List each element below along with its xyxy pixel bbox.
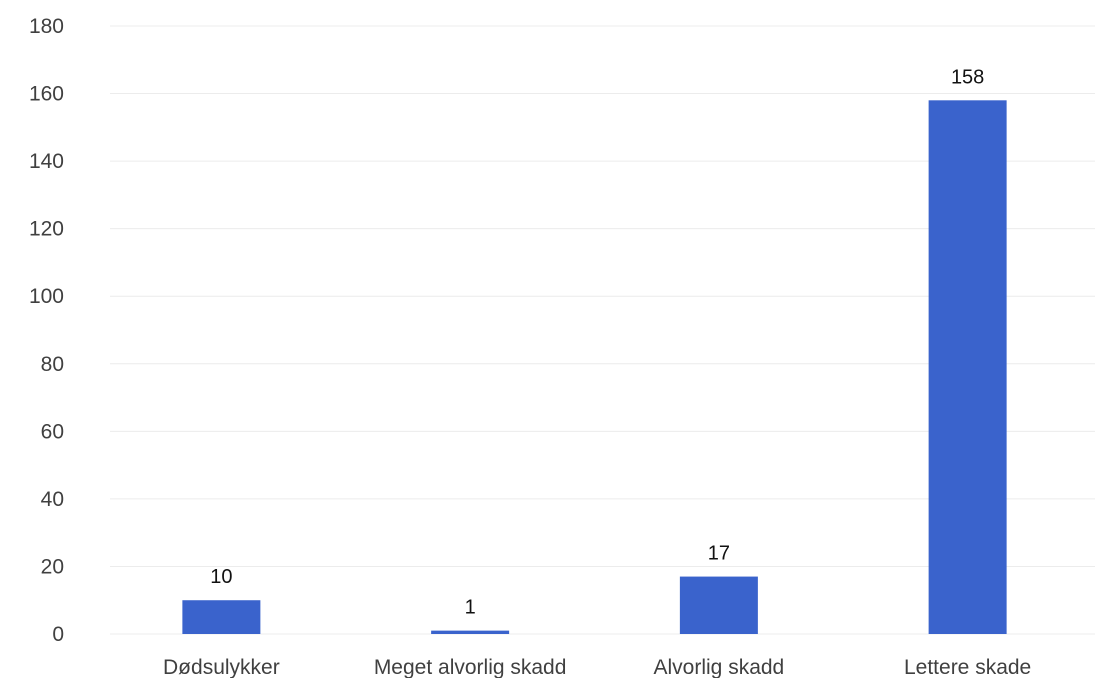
y-tick-label: 20: [41, 555, 64, 578]
y-tick-label: 160: [29, 83, 64, 106]
x-category-label: Dødsulykker: [163, 656, 280, 678]
y-tick-label: 180: [29, 15, 64, 38]
y-axis: 0 20 40 60 80 100 120 140 160 180: [29, 15, 64, 646]
x-category-label: Alvorlig skadd: [654, 656, 785, 678]
x-axis: Dødsulykker Meget alvorlig skadd Alvorlig …: [163, 656, 1031, 678]
bars: [182, 100, 1007, 635]
y-tick-label: 40: [41, 488, 64, 511]
y-tick-label: 0: [52, 623, 64, 646]
data-labels: 10 1 17 158: [210, 66, 984, 618]
bar: [679, 576, 758, 634]
data-label: 10: [210, 566, 232, 588]
y-tick-label: 120: [29, 218, 64, 241]
y-tick-label: 100: [29, 285, 64, 308]
y-tick-label: 80: [41, 353, 64, 376]
y-tick-label: 60: [41, 420, 64, 443]
bar: [928, 100, 1007, 635]
data-label: 158: [951, 66, 984, 88]
data-label: 1: [465, 597, 476, 619]
bar: [431, 630, 510, 634]
data-label: 17: [708, 543, 730, 565]
x-category-label: Lettere skade: [904, 656, 1031, 678]
x-category-label: Meget alvorlig skadd: [374, 656, 567, 678]
bar: [182, 600, 261, 634]
y-tick-label: 140: [29, 150, 64, 173]
gridlines: [110, 25, 1095, 635]
